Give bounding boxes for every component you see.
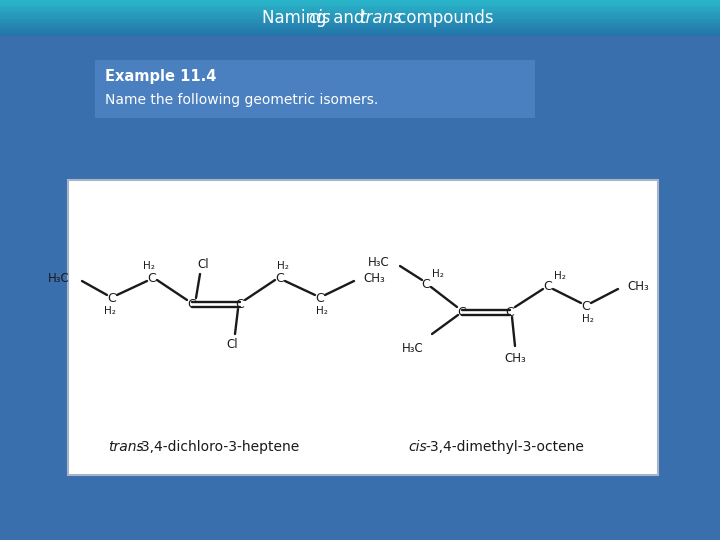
Text: CH₃: CH₃ <box>363 272 384 285</box>
Bar <box>0 11 720 12</box>
Text: C: C <box>107 292 117 305</box>
Text: C: C <box>505 306 514 319</box>
Bar <box>0 9 720 10</box>
Text: C: C <box>422 278 431 291</box>
Bar <box>0 35 720 36</box>
Bar <box>95 60 535 118</box>
Text: H₃C: H₃C <box>402 341 424 354</box>
Text: H₂: H₂ <box>316 306 328 316</box>
Text: -3,4-dimethyl-3-octene: -3,4-dimethyl-3-octene <box>425 440 584 454</box>
Bar <box>0 0 720 1</box>
Text: Cl: Cl <box>197 258 209 271</box>
Bar <box>0 5 720 6</box>
Bar <box>0 17 720 18</box>
Text: cis: cis <box>308 9 330 27</box>
Bar <box>0 12 720 13</box>
Text: C: C <box>582 300 590 313</box>
Text: C: C <box>315 292 325 305</box>
Bar <box>0 32 720 33</box>
Text: H₂: H₂ <box>432 269 444 279</box>
Bar <box>0 28 720 29</box>
Text: H₃C: H₃C <box>48 272 70 285</box>
Text: trans: trans <box>108 440 144 454</box>
Bar <box>0 13 720 15</box>
Text: C: C <box>148 272 156 285</box>
Text: H₂: H₂ <box>104 306 116 316</box>
Bar <box>0 6 720 7</box>
Bar <box>0 25 720 26</box>
Bar <box>0 10 720 11</box>
Bar <box>0 23 720 24</box>
Text: C: C <box>458 306 467 319</box>
Text: H₂: H₂ <box>554 271 566 281</box>
Bar <box>0 2 720 4</box>
Bar <box>0 30 720 31</box>
Text: C: C <box>544 280 552 293</box>
Text: compounds: compounds <box>392 9 494 27</box>
Bar <box>0 24 720 25</box>
Text: H₂: H₂ <box>582 314 594 324</box>
Bar <box>0 15 720 16</box>
Bar <box>68 180 658 475</box>
Bar <box>0 22 720 23</box>
Bar <box>0 33 720 35</box>
Bar <box>0 31 720 32</box>
Bar <box>0 26 720 28</box>
Text: Example 11.4: Example 11.4 <box>105 70 217 84</box>
Bar <box>0 4 720 5</box>
Text: CH₃: CH₃ <box>504 352 526 365</box>
Text: Cl: Cl <box>226 339 238 352</box>
Text: H₂: H₂ <box>143 261 155 271</box>
Text: H₂: H₂ <box>277 261 289 271</box>
Text: CH₃: CH₃ <box>627 280 649 293</box>
Text: and: and <box>328 9 369 27</box>
Text: cis: cis <box>408 440 427 454</box>
Bar <box>0 1 720 2</box>
Text: Naming: Naming <box>263 9 332 27</box>
Bar <box>0 16 720 17</box>
Text: trans: trans <box>360 9 402 27</box>
Bar <box>0 18 720 19</box>
Bar <box>0 21 720 22</box>
Text: -3,4-dichloro-3-heptene: -3,4-dichloro-3-heptene <box>136 440 300 454</box>
Text: H₃C: H₃C <box>368 255 390 268</box>
Text: C: C <box>235 298 244 310</box>
Bar <box>0 7 720 9</box>
Text: C: C <box>276 272 284 285</box>
Text: C: C <box>188 298 197 310</box>
Text: Name the following geometric isomers.: Name the following geometric isomers. <box>105 93 378 107</box>
Bar <box>0 29 720 30</box>
Bar <box>0 19 720 21</box>
